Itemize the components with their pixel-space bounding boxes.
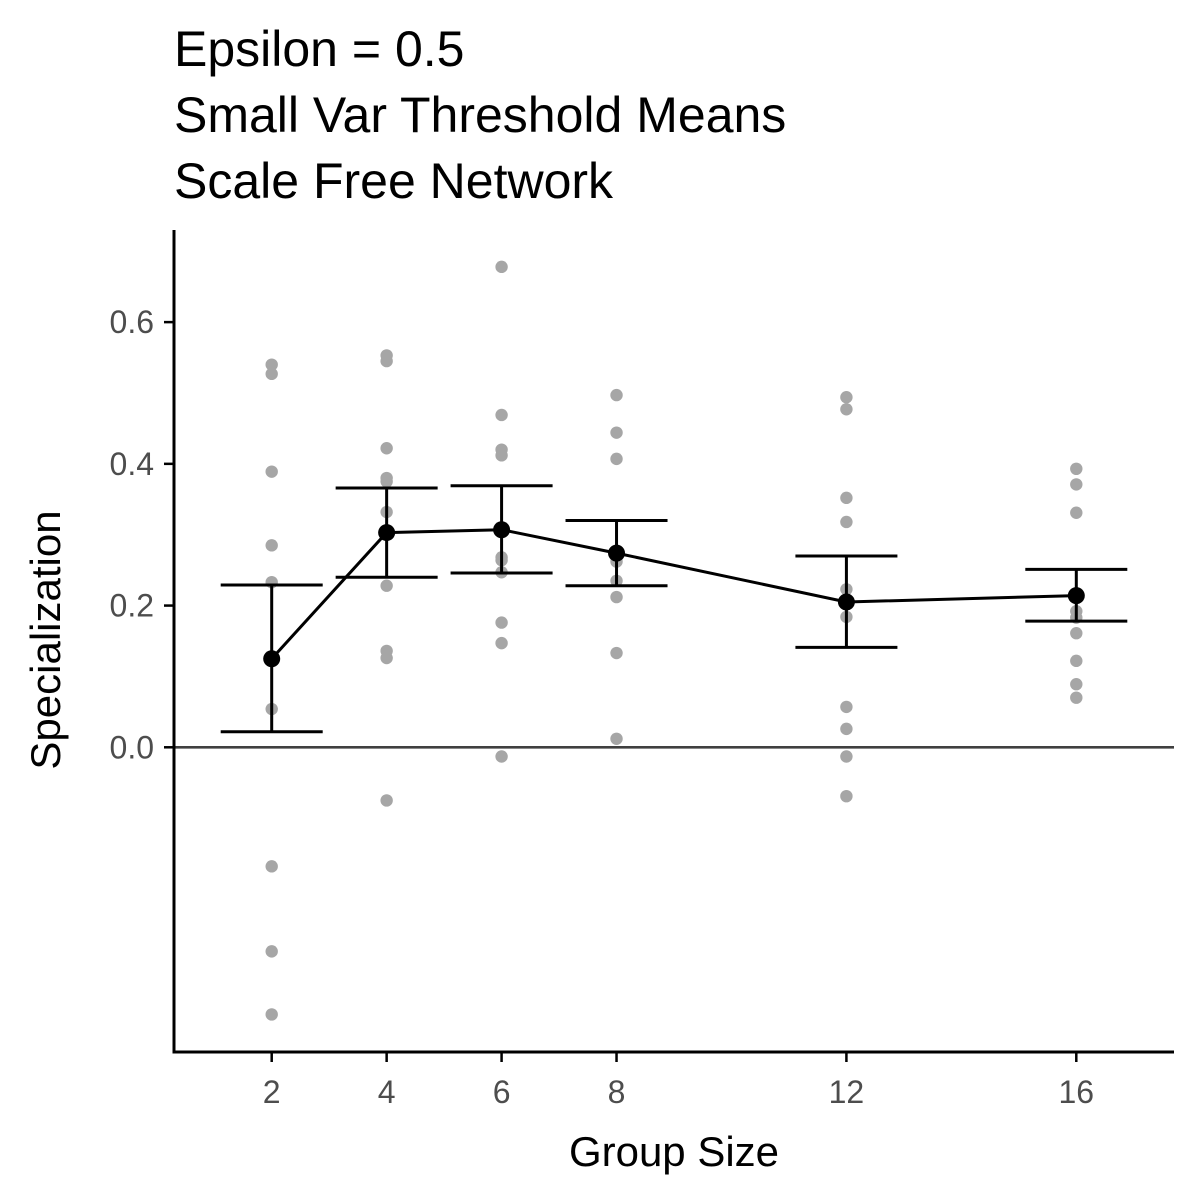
raw-point xyxy=(1070,654,1083,668)
raw-point xyxy=(610,388,623,402)
raw-point xyxy=(495,449,508,462)
raw-point xyxy=(495,616,508,629)
raw-point xyxy=(1070,478,1083,491)
x-tick-label: 12 xyxy=(829,1074,865,1110)
raw-point xyxy=(265,945,278,958)
raw-point xyxy=(495,750,508,763)
title-line-2: Small Var Threshold Means xyxy=(174,87,786,143)
raw-point xyxy=(380,475,393,488)
raw-point xyxy=(265,860,278,873)
raw-point xyxy=(1070,506,1083,519)
raw-point xyxy=(840,403,853,416)
raw-point xyxy=(380,442,393,455)
raw-point xyxy=(495,636,508,650)
mean-point xyxy=(1067,587,1085,605)
raw-point xyxy=(840,491,853,505)
y-tick-label: 0.0 xyxy=(110,729,154,765)
raw-point xyxy=(380,579,393,592)
x-tick-label: 8 xyxy=(608,1074,626,1110)
raw-point xyxy=(495,408,508,422)
raw-point xyxy=(380,794,393,807)
raw-point xyxy=(1070,462,1083,476)
raw-point xyxy=(840,750,853,763)
raw-point xyxy=(840,515,853,529)
chart-title: Epsilon = 0.5 Small Var Threshold Means … xyxy=(174,21,786,209)
raw-point xyxy=(380,354,393,368)
raw-point xyxy=(265,465,278,478)
mean-point xyxy=(493,521,511,539)
raw-point xyxy=(265,367,278,381)
mean-point xyxy=(608,544,626,562)
mean-point xyxy=(263,650,281,668)
raw-point xyxy=(840,789,853,803)
y-tick-label: 0.4 xyxy=(110,446,154,482)
raw-point xyxy=(265,1008,278,1021)
x-axis-title: Group Size xyxy=(569,1128,779,1175)
plot-area: 2 4 6 8 12 16 0.0 0.2 0.4 0.6 xyxy=(110,230,1174,1110)
raw-point xyxy=(495,260,508,274)
x-tick-label: 4 xyxy=(378,1074,396,1110)
x-tick-label: 2 xyxy=(263,1074,281,1110)
raw-point xyxy=(610,732,623,745)
raw-point xyxy=(1070,627,1083,640)
raw-point xyxy=(840,391,853,404)
y-tick-label: 0.2 xyxy=(110,588,154,624)
raw-point xyxy=(1070,691,1083,704)
raw-point xyxy=(610,452,623,466)
raw-point xyxy=(380,651,393,665)
x-tick-label: 16 xyxy=(1059,1074,1095,1110)
raw-point xyxy=(265,539,278,552)
title-line-1: Epsilon = 0.5 xyxy=(174,21,464,77)
raw-point xyxy=(840,700,853,714)
raw-point xyxy=(610,646,623,660)
mean-point xyxy=(837,593,855,611)
raw-point xyxy=(1070,678,1083,691)
title-line-3: Scale Free Network xyxy=(174,153,614,209)
x-tick-label: 6 xyxy=(493,1074,511,1110)
mean-point xyxy=(378,524,396,542)
raw-point xyxy=(610,590,623,604)
raw-point xyxy=(610,426,623,439)
raw-point xyxy=(265,358,278,371)
y-tick-label: 0.6 xyxy=(110,304,154,340)
mean-line xyxy=(270,528,1077,660)
y-axis-title: Specialization xyxy=(22,510,69,769)
raw-point xyxy=(840,722,853,736)
